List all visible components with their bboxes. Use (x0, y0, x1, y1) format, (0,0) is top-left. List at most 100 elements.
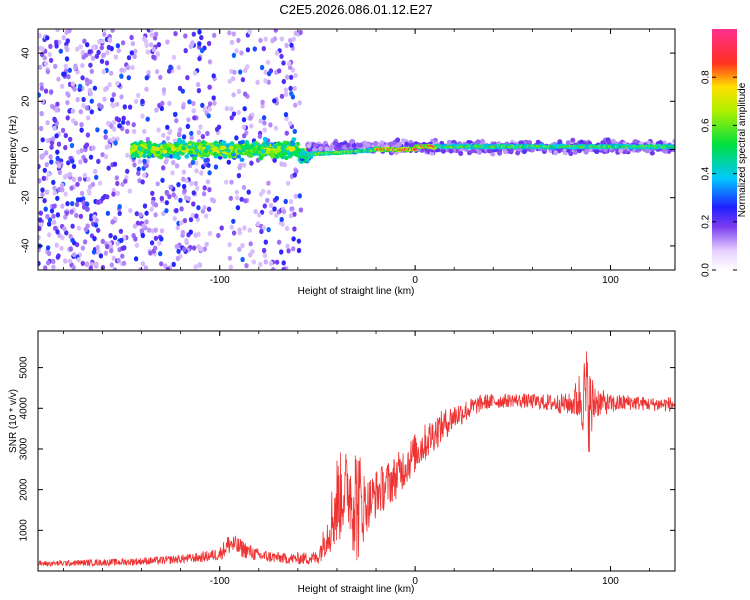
spectrogram-cell (245, 64, 250, 70)
spectrogram-cell (139, 228, 144, 234)
spectrogram-cell (236, 148, 242, 154)
spectrogram-cell (236, 173, 242, 179)
spectrogram-cell (161, 87, 167, 93)
spectrogram-cell (247, 227, 252, 233)
spectrogram-cell (95, 199, 101, 205)
spectrogram-cell (49, 144, 54, 150)
spectrogram-cell (117, 123, 122, 129)
spectrogram-cell (568, 151, 574, 157)
spectrogram-cell (241, 162, 247, 168)
spectrogram-cell (42, 167, 47, 173)
spectrogram-cell (196, 88, 202, 94)
spectrogram-cell (282, 162, 287, 168)
spectrogram-cell (63, 191, 68, 197)
spectrogram-cell (171, 54, 177, 60)
spectrogram-cell (155, 51, 160, 58)
spectrogram-cell (127, 104, 133, 110)
spectrogram-cell (52, 117, 58, 123)
spectrogram-cell (92, 214, 97, 220)
spectrogram-cell (105, 210, 111, 216)
spectrogram-cell (111, 92, 117, 98)
spectrogram-cell (81, 103, 86, 109)
spectrogram-cell (43, 265, 48, 270)
spectrogram-cell (183, 33, 188, 39)
spectrogram-cell (238, 69, 243, 75)
spectrogram-cell (114, 175, 120, 181)
spectrogram-cell (191, 245, 197, 251)
spectrogram-cell (92, 85, 98, 91)
y-tick-label: 3000 (19, 437, 30, 460)
spectrogram-cell (239, 196, 244, 202)
spectrogram-cell (365, 142, 371, 148)
spectrogram-cell (42, 198, 47, 204)
spectrogram-cell (49, 208, 55, 214)
spectrogram-cell (269, 209, 274, 215)
spectrogram-cell (191, 100, 196, 107)
spectrogram-cell (146, 143, 152, 149)
spectrogram-cell (181, 183, 187, 190)
spectrogram-cell (180, 229, 186, 235)
spectrogram-cell (394, 143, 400, 149)
spectrogram-cell (228, 145, 234, 150)
spectrogram-cell (110, 97, 115, 103)
spectrogram-cell (130, 153, 136, 159)
spectrogram-cell (281, 208, 287, 215)
spectrogram-cell (80, 245, 86, 251)
spectrogram-cell (125, 128, 130, 134)
spectrogram-cell (168, 154, 174, 159)
spectrogram-cell (38, 217, 43, 223)
spectrogram-cell (82, 38, 87, 44)
spectrogram-cell (41, 175, 46, 181)
spectrogram-cell (43, 88, 49, 94)
spectrogram-cell (63, 63, 69, 70)
spectrogram-cell (194, 160, 199, 166)
spectrogram-cell (48, 57, 54, 64)
spectrogram-cell (283, 87, 289, 93)
spectrogram-cell (245, 47, 251, 53)
spectrogram-cell (287, 64, 293, 70)
spectrogram-cell (260, 103, 265, 109)
spectrogram-cell (240, 256, 245, 263)
spectrogram-cell (158, 155, 164, 160)
snr-y-label: SNR (10 * v/v) (8, 389, 19, 453)
spectrogram-cell (241, 184, 247, 190)
spectrogram-cell (263, 239, 268, 245)
spectrogram-cell (120, 181, 125, 187)
spectrogram-cell (72, 86, 77, 92)
spectrogram-cell (101, 69, 107, 75)
snr-x-label: Height of straight line (km) (298, 584, 415, 595)
spectrogram-cell (138, 212, 143, 218)
spectrogram-cell (235, 143, 240, 148)
figure-title: C2E5.2026.086.01.12.E27 (279, 2, 432, 17)
spectrogram-cell (224, 105, 230, 112)
spectrogram-cell (140, 179, 145, 185)
spectrogram-cell (144, 75, 149, 81)
spectrogram-cell (158, 251, 163, 257)
spectrogram-cell (249, 123, 254, 129)
spectrogram-cell (64, 29, 69, 35)
spectrogram-cell (54, 133, 59, 139)
spectrogram-cell (292, 211, 297, 217)
spectrogram-cell (55, 159, 60, 165)
spectrogram-cell (136, 170, 141, 176)
spectrogram-cell (205, 145, 211, 150)
spectrogram-cell (279, 216, 284, 223)
spectrogram-cell (115, 241, 120, 247)
spectrogram-cell (52, 190, 58, 196)
spectrogram-cell (91, 249, 97, 255)
spectrogram-cell (172, 216, 177, 222)
spectrogram-cell (172, 154, 178, 159)
spectrogram-cell (151, 54, 156, 60)
spectrogram-cell (182, 246, 187, 252)
spectrogram-cell (114, 101, 120, 107)
spectrogram-cell (229, 106, 234, 112)
spectrogram-cell (178, 197, 183, 203)
spectrogram-cell (47, 221, 52, 227)
spectrogram-cell (44, 162, 49, 168)
spectrogram-cell (121, 119, 126, 125)
snr-series-line (38, 351, 675, 568)
spectrogram-cell (269, 150, 275, 155)
spectrogram-cell (45, 35, 50, 41)
spectrogram-cell (283, 198, 288, 205)
spectrogram-cell (55, 149, 60, 155)
